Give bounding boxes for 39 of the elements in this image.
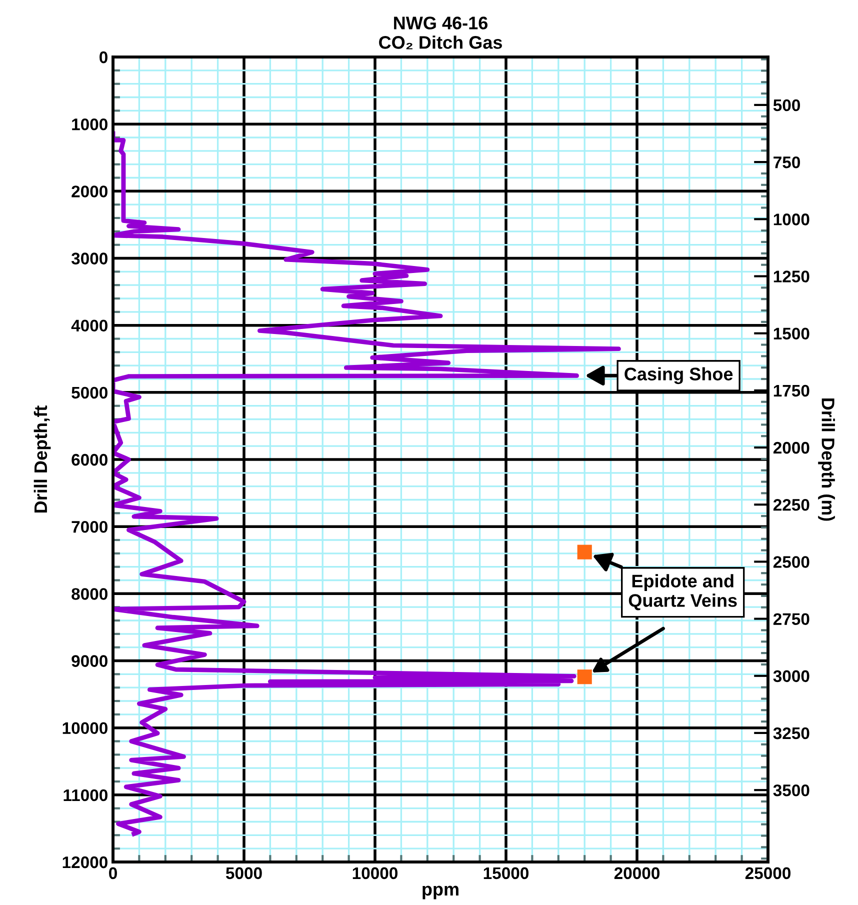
y-tick-label: 4000: [71, 320, 108, 332]
y-tick-label: 7000: [72, 520, 108, 533]
y-tick-label: 9000: [72, 655, 108, 667]
y-tick-label: 11000: [64, 789, 108, 802]
y2-tick-label: 1750: [774, 384, 810, 397]
y2-axis-title: Drill Depth (m): [818, 398, 835, 521]
x-axis-title: ppm: [422, 886, 458, 900]
y2-tick-label: 2000: [773, 442, 810, 454]
y2-tick-label: 3250: [773, 727, 810, 740]
y-tick-label: 6000: [72, 454, 108, 466]
x-tick-label: 25000: [745, 867, 790, 880]
y-tick-label: 5000: [72, 386, 108, 399]
y-tick-label: 10000: [62, 722, 108, 734]
y2-tick-label: 3500: [773, 784, 810, 796]
y-tick-label: 3000: [71, 252, 108, 264]
x-tick-label: 0: [109, 867, 117, 880]
y2-tick-label: 750: [774, 156, 800, 168]
x-tick-label: 20000: [614, 867, 660, 880]
y-tick-label: 12000: [62, 856, 108, 868]
y2-tick-label: 1500: [774, 328, 810, 340]
y-tick-label: 1000: [72, 118, 108, 130]
line-series: [113, 131, 621, 836]
x-tick-label: 15000: [484, 867, 528, 880]
y2-tick-label: 2250: [773, 499, 810, 511]
chart-title: NWG 46-16 CO₂ Ditch Gas: [379, 16, 502, 50]
y-axis-title: Drill Depth,ft: [34, 406, 51, 512]
annotation: Epidote and Quartz Veins: [628, 574, 737, 610]
annotation: Casing Shoe: [624, 367, 733, 384]
y2-tick-label: 3000: [773, 670, 810, 682]
y2-tick-label: 1000: [774, 214, 810, 226]
y-tick-label: 0: [100, 51, 108, 64]
x-tick-label: 10000: [352, 867, 398, 880]
x-tick-label: 5000: [226, 867, 262, 880]
y2-tick-label: 2750: [773, 613, 810, 625]
y2-tick-label: 2500: [773, 556, 810, 568]
y2-tick-label: 500: [773, 99, 800, 112]
y-tick-label: 8000: [72, 588, 108, 600]
y-tick-label: 2000: [72, 186, 108, 198]
y2-tick-label: 1250: [774, 270, 810, 282]
